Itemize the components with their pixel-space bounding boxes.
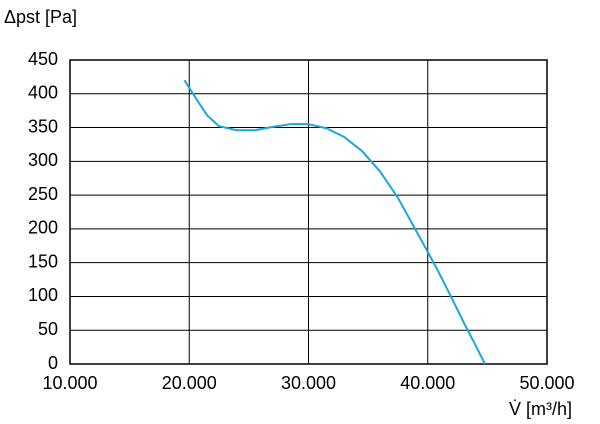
x-tick-label: 30.000 bbox=[281, 373, 336, 393]
plot-frame bbox=[69, 59, 548, 365]
curve bbox=[183, 79, 486, 365]
y-tick-label: 400 bbox=[28, 83, 58, 103]
y-tick-label: 250 bbox=[28, 184, 58, 204]
y-tick-label: 450 bbox=[28, 49, 58, 69]
y-axis-label: Δpst [Pa] bbox=[4, 7, 77, 27]
y-tick-label: 150 bbox=[28, 251, 58, 271]
y-tick-label: 50 bbox=[38, 319, 58, 339]
x-tick-label: 20.000 bbox=[162, 373, 217, 393]
y-tick-label: 0 bbox=[48, 353, 58, 373]
y-tick-label: 100 bbox=[28, 285, 58, 305]
y-tick-label: 200 bbox=[28, 218, 58, 238]
x-tick-label: 10.000 bbox=[42, 373, 97, 393]
y-tick-label: 300 bbox=[28, 150, 58, 170]
x-axis-label: V̇ [m³/h] bbox=[509, 399, 572, 419]
y-tick-label: 350 bbox=[28, 116, 58, 136]
x-tick-label: 40.000 bbox=[400, 373, 455, 393]
x-tick-label: 50.000 bbox=[519, 373, 574, 393]
